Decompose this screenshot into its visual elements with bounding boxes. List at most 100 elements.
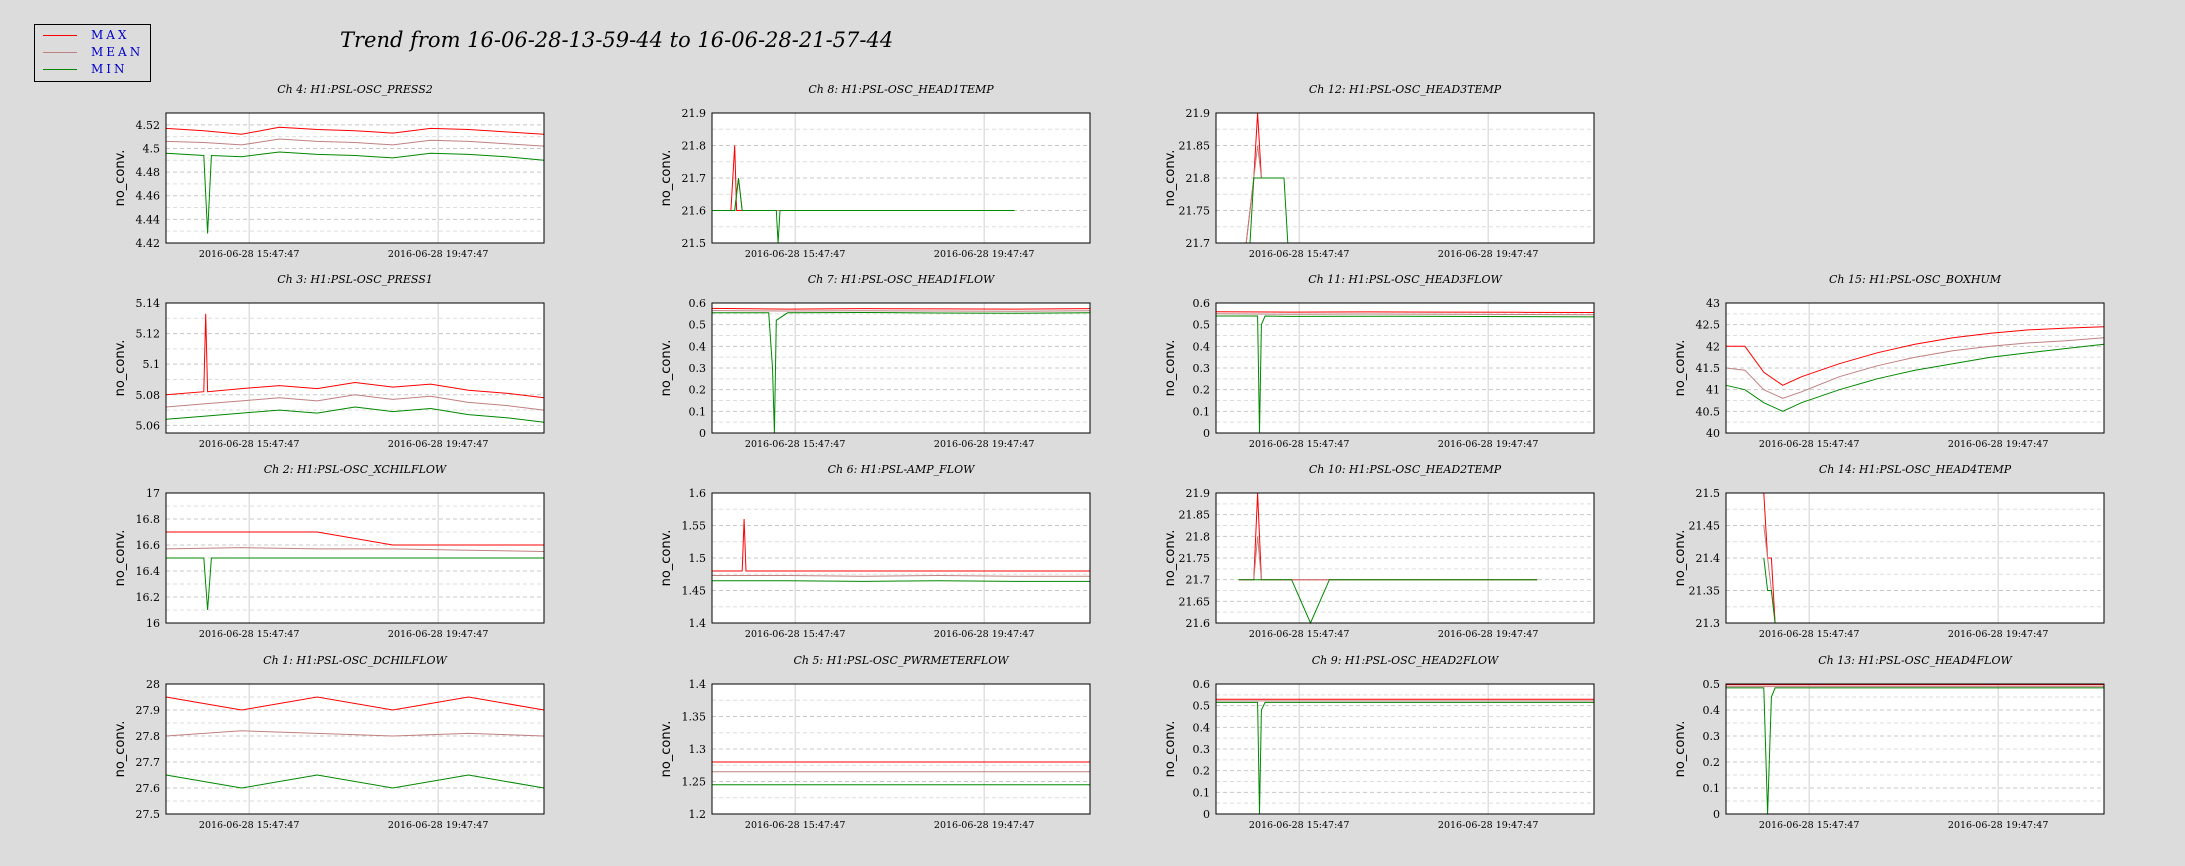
y-tick-label: 0.5 bbox=[1193, 319, 1211, 332]
chart-title: Ch 5: H1:PSL-OSC_PWRMETERFLOW bbox=[793, 654, 1010, 667]
y-tick-label: 5.14 bbox=[136, 297, 161, 310]
x-tick-label: 2016-06-28 19:47:47 bbox=[1438, 820, 1538, 831]
y-tick-label: 21.3 bbox=[1696, 617, 1721, 630]
y-tick-label: 21.4 bbox=[1696, 552, 1721, 565]
y-tick-label: 28 bbox=[146, 678, 160, 691]
series-line-min bbox=[1726, 687, 2104, 815]
legend-item-max: MAX bbox=[43, 28, 143, 44]
y-tick-label: 0.4 bbox=[1193, 721, 1211, 734]
y-tick-label: 0.6 bbox=[689, 297, 707, 310]
y-axis-label: no_conv. bbox=[1163, 530, 1178, 587]
chart-title: Ch 9: H1:PSL-OSC_HEAD2FLOW bbox=[1312, 654, 1500, 667]
y-tick-label: 27.8 bbox=[136, 730, 161, 743]
y-tick-label: 16.4 bbox=[136, 565, 161, 578]
y-tick-label: 0.5 bbox=[1193, 700, 1211, 713]
chart-panel-ch-4-h1-psl-osc-press2: 4.42 4.44 4.46 4.48 4.5 4.52 2016-06-28 15:47:… bbox=[113, 83, 545, 260]
y-tick-label: 5.1 bbox=[143, 358, 161, 371]
y-tick-label: 0.2 bbox=[1703, 756, 1721, 769]
y-tick-label: 4.46 bbox=[136, 190, 161, 203]
y-axis-label: no_conv. bbox=[113, 150, 128, 207]
series-line-min bbox=[1238, 579, 1538, 625]
y-tick-label: 27.7 bbox=[136, 756, 161, 769]
x-tick-label: 2016-06-28 19:47:47 bbox=[1438, 629, 1538, 640]
y-tick-label: 21.75 bbox=[1179, 205, 1211, 218]
chart-panel-ch-9-h1-psl-osc-head2flow: 0 0.1 0.2 0.3 0.4 0.5 0.6 2016-06-28 15:47:47 20… bbox=[1163, 654, 1595, 831]
y-tick-label: 1.5 bbox=[689, 552, 707, 565]
y-tick-label: 21.5 bbox=[682, 237, 707, 250]
series-line-min bbox=[165, 406, 545, 423]
y-tick-label: 16.8 bbox=[136, 513, 161, 526]
x-tick-label: 2016-06-28 15:47:47 bbox=[1759, 629, 1859, 640]
y-tick-label: 1.2 bbox=[689, 808, 707, 821]
y-tick-label: 21.85 bbox=[1179, 140, 1211, 153]
chart-title: Ch 1: H1:PSL-OSC_DCHILFLOW bbox=[263, 654, 448, 667]
y-tick-label: 16 bbox=[146, 617, 160, 630]
plot-frame bbox=[1215, 302, 1595, 434]
y-tick-label: 5.12 bbox=[136, 328, 161, 341]
y-tick-label: 21.7 bbox=[1186, 237, 1211, 250]
plot-frame bbox=[165, 683, 545, 815]
y-axis-label: no_conv. bbox=[1673, 340, 1688, 397]
x-tick-label: 2016-06-28 15:47:47 bbox=[745, 820, 845, 831]
series-line-mean bbox=[711, 310, 1091, 312]
y-tick-label: 1.4 bbox=[689, 678, 707, 691]
y-tick-label: 0.2 bbox=[1193, 765, 1211, 778]
series-line-max bbox=[165, 126, 545, 135]
series-line-min bbox=[1216, 701, 1594, 815]
plot-area bbox=[166, 303, 544, 433]
chart-panel-ch-14-h1-psl-osc-head4temp: 21.3 21.35 21.4 21.45 21.5 2016-06-28 15:47:4… bbox=[1673, 463, 2105, 640]
series-line-max bbox=[165, 696, 545, 711]
series-line-mean bbox=[165, 394, 545, 411]
x-tick-label: 2016-06-28 19:47:47 bbox=[1438, 249, 1538, 260]
x-tick-label: 2016-06-28 19:47:47 bbox=[1948, 820, 2048, 831]
y-tick-label: 4.48 bbox=[136, 166, 161, 179]
y-tick-label: 1.4 bbox=[689, 617, 707, 630]
y-tick-label: 41.5 bbox=[1696, 362, 1721, 375]
x-tick-label: 2016-06-28 19:47:47 bbox=[934, 820, 1034, 831]
legend-label-min: MIN bbox=[91, 62, 128, 76]
y-tick-label: 21.75 bbox=[1179, 552, 1211, 565]
y-tick-label: 0.2 bbox=[689, 384, 707, 397]
series-line-min bbox=[1216, 315, 1595, 434]
page-title: Trend from 16-06-28-13-59-44 to 16-06-28… bbox=[340, 28, 894, 52]
plot-frame bbox=[711, 683, 1091, 815]
x-tick-label: 2016-06-28 15:47:47 bbox=[199, 439, 299, 450]
x-tick-label: 2016-06-28 19:47:47 bbox=[1948, 439, 2048, 450]
y-axis-label: no_conv. bbox=[659, 530, 674, 587]
plot-frame bbox=[165, 492, 545, 624]
plot-frame bbox=[711, 302, 1091, 434]
y-tick-label: 27.5 bbox=[136, 808, 161, 821]
chart-panel-ch-6-h1-psl-amp-flow: 1.4 1.45 1.5 1.55 1.6 2016-06-28 15:47:47 2016… bbox=[659, 463, 1091, 640]
chart-panel-ch-1-h1-psl-osc-dchilflow: 27.5 27.6 27.7 27.8 27.9 28 2016-06-28 15:47:4… bbox=[113, 654, 545, 831]
series-line-min bbox=[1763, 557, 1776, 624]
y-axis-label: no_conv. bbox=[113, 340, 128, 397]
x-tick-label: 2016-06-28 15:47:47 bbox=[745, 629, 845, 640]
y-tick-label: 0 bbox=[1203, 427, 1210, 440]
y-axis-label: no_conv. bbox=[659, 721, 674, 778]
chart-title: Ch 3: H1:PSL-OSC_PRESS1 bbox=[277, 273, 433, 286]
x-tick-label: 2016-06-28 19:47:47 bbox=[934, 249, 1034, 260]
chart-title: Ch 7: H1:PSL-OSC_HEAD1FLOW bbox=[808, 273, 996, 286]
y-axis-label: no_conv. bbox=[113, 530, 128, 587]
y-tick-label: 5.06 bbox=[136, 419, 161, 432]
legend-swatch-mean bbox=[43, 52, 77, 53]
chart-title: Ch 13: H1:PSL-OSC_HEAD4FLOW bbox=[1818, 654, 2013, 667]
y-tick-label: 0.6 bbox=[1193, 678, 1211, 691]
chart-panel-ch-13-h1-psl-osc-head4flow: 0 0.1 0.2 0.3 0.4 0.5 2016-06-28 15:47:47 2016-… bbox=[1673, 654, 2105, 831]
x-tick-label: 2016-06-28 19:47:47 bbox=[388, 439, 488, 450]
x-tick-label: 2016-06-28 19:47:47 bbox=[388, 820, 488, 831]
chart-panel-ch-2-h1-psl-osc-xchilflow: 16 16.2 16.4 16.6 16.8 17 2016-06-28 15:47:47 2… bbox=[113, 463, 545, 640]
series-line-max bbox=[166, 531, 544, 546]
y-tick-label: 21.9 bbox=[682, 107, 707, 120]
x-tick-label: 2016-06-28 15:47:47 bbox=[745, 249, 845, 260]
chart-panel-ch-12-h1-psl-osc-head3temp: 21.7 21.75 21.8 21.85 21.9 2016-06-28 15:47:4… bbox=[1163, 83, 1595, 260]
y-tick-label: 0 bbox=[699, 427, 706, 440]
y-tick-label: 21.8 bbox=[682, 140, 707, 153]
y-axis-label: no_conv. bbox=[1163, 150, 1178, 207]
y-tick-label: 40.5 bbox=[1696, 405, 1721, 418]
series-line-mean bbox=[1215, 313, 1595, 316]
y-tick-label: 21.7 bbox=[682, 172, 707, 185]
y-tick-label: 0.1 bbox=[1193, 786, 1211, 799]
y-tick-label: 21.8 bbox=[1186, 172, 1211, 185]
